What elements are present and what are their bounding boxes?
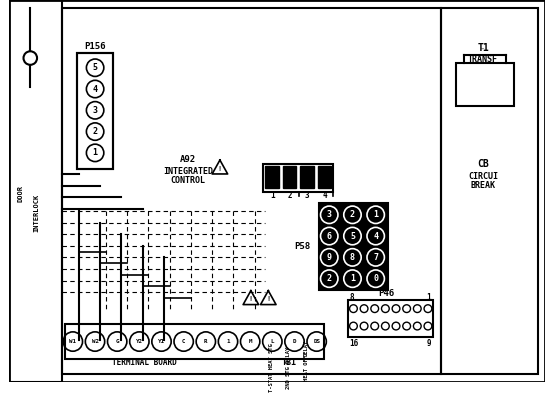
Text: TERMINAL BOARD: TERMINAL BOARD xyxy=(112,358,177,367)
Bar xyxy=(347,300,433,337)
Text: DELAY: DELAY xyxy=(304,340,309,356)
Text: G: G xyxy=(115,339,119,344)
Text: t1_l1: t1_l1 xyxy=(481,47,485,49)
Text: 2: 2 xyxy=(350,210,355,219)
Text: R: R xyxy=(204,339,208,344)
Text: P156: P156 xyxy=(84,42,106,51)
Text: 3: 3 xyxy=(93,106,98,115)
Text: 3: 3 xyxy=(327,210,332,219)
Text: 3: 3 xyxy=(305,191,309,200)
Text: 9: 9 xyxy=(426,339,431,348)
Text: 7: 7 xyxy=(373,253,378,262)
Text: 2: 2 xyxy=(93,127,98,136)
Text: !: ! xyxy=(266,296,270,302)
Text: C: C xyxy=(182,339,186,344)
Circle shape xyxy=(367,206,384,224)
Text: 1: 1 xyxy=(350,274,355,283)
Text: P58: P58 xyxy=(294,242,310,251)
Text: Y1: Y1 xyxy=(158,339,165,344)
Circle shape xyxy=(321,249,338,266)
Text: 1: 1 xyxy=(373,210,378,219)
Text: W1: W1 xyxy=(69,339,76,344)
Bar xyxy=(264,164,333,192)
Text: 1: 1 xyxy=(226,339,230,344)
Circle shape xyxy=(344,270,361,287)
Circle shape xyxy=(344,249,361,266)
Text: 2ND STG DELAY: 2ND STG DELAY xyxy=(286,346,291,389)
Bar xyxy=(319,203,388,290)
Text: 2: 2 xyxy=(288,191,292,200)
Circle shape xyxy=(321,270,338,287)
Text: 4: 4 xyxy=(373,231,378,241)
Bar xyxy=(456,63,514,106)
Text: TB1: TB1 xyxy=(282,358,297,367)
Text: W2: W2 xyxy=(91,339,99,344)
Text: 2: 2 xyxy=(327,274,332,283)
Circle shape xyxy=(367,249,384,266)
Bar xyxy=(300,166,314,188)
Text: 6: 6 xyxy=(327,231,332,241)
Text: CONTROL: CONTROL xyxy=(171,177,206,185)
Bar xyxy=(65,324,325,359)
Text: D: D xyxy=(293,339,296,344)
Text: 9: 9 xyxy=(327,253,332,262)
Text: T-STAT HEAT STG: T-STAT HEAT STG xyxy=(269,343,274,392)
Text: 8: 8 xyxy=(350,293,354,303)
Text: 8: 8 xyxy=(350,253,355,262)
Circle shape xyxy=(344,206,361,224)
Text: 1: 1 xyxy=(426,293,431,303)
Bar xyxy=(442,8,538,374)
Text: P46: P46 xyxy=(378,289,394,298)
Text: BREAK: BREAK xyxy=(470,181,496,190)
Text: 5: 5 xyxy=(350,231,355,241)
Bar xyxy=(317,166,331,188)
Text: M: M xyxy=(248,339,252,344)
Text: 0: 0 xyxy=(373,274,378,283)
Text: INTERLOCK: INTERLOCK xyxy=(33,194,39,232)
Text: CIRCUI: CIRCUI xyxy=(468,171,498,181)
Circle shape xyxy=(344,228,361,245)
Text: TRANSF: TRANSF xyxy=(468,55,498,64)
Bar xyxy=(265,166,279,188)
Circle shape xyxy=(367,228,384,245)
Circle shape xyxy=(367,270,384,287)
Text: Y2: Y2 xyxy=(136,339,143,344)
Bar xyxy=(62,8,442,374)
Text: 4: 4 xyxy=(322,191,327,200)
Text: INTEGRATED: INTEGRATED xyxy=(163,167,213,176)
Circle shape xyxy=(321,228,338,245)
Text: HEAT OFF: HEAT OFF xyxy=(304,355,309,381)
Text: DOOR: DOOR xyxy=(18,185,24,202)
Bar xyxy=(76,53,114,169)
Text: 5: 5 xyxy=(93,63,98,72)
Text: 16: 16 xyxy=(350,339,359,348)
Text: 4: 4 xyxy=(93,85,98,94)
Text: DS: DS xyxy=(313,339,320,344)
Text: CB: CB xyxy=(477,160,489,169)
Text: L: L xyxy=(270,339,274,344)
Text: 1: 1 xyxy=(93,149,98,157)
Bar xyxy=(76,53,114,169)
Text: A92: A92 xyxy=(180,155,196,164)
Circle shape xyxy=(321,206,338,224)
Text: !: ! xyxy=(218,166,222,171)
Bar xyxy=(9,0,62,382)
Text: !: ! xyxy=(249,296,253,302)
Text: 1: 1 xyxy=(270,191,274,200)
Bar xyxy=(283,166,296,188)
Text: T1: T1 xyxy=(477,43,489,53)
